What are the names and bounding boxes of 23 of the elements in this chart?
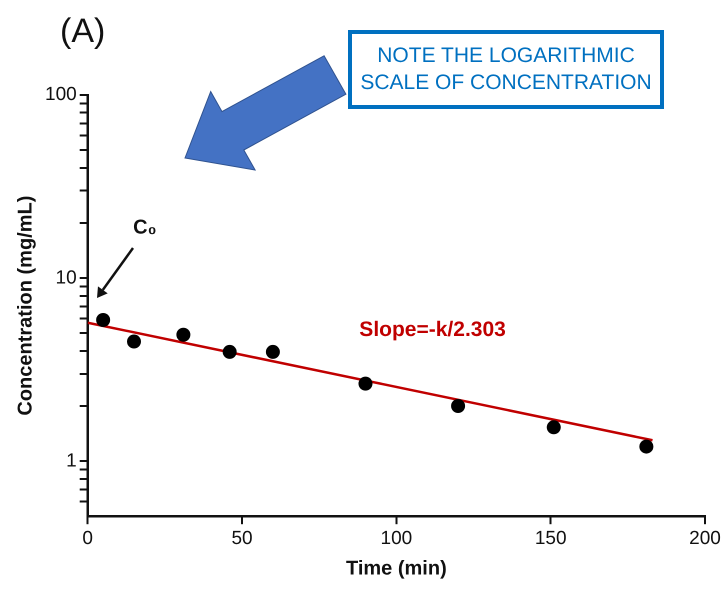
chart-title: (A) [60, 12, 106, 51]
point [222, 344, 237, 359]
point [358, 376, 372, 391]
y-axis-title: Concentration (mg/mL) [14, 196, 37, 416]
x-tick-label: 50 [231, 528, 253, 549]
point [176, 328, 190, 342]
x-tick-label: 150 [534, 528, 567, 549]
point [96, 312, 110, 327]
annotation: Slope=-k/2.303 [359, 318, 506, 341]
y-tick-label: 10 [56, 267, 77, 288]
y-tick-label: 1 [66, 450, 77, 472]
point [451, 398, 466, 413]
point [266, 344, 280, 359]
point [546, 420, 561, 434]
y-tick-label: 100 [45, 84, 77, 106]
x-tick-label: 200 [689, 528, 721, 549]
x-tick-label: 100 [380, 528, 412, 549]
text: NOTE THE LOGARITHMIC SCALE OF CONCENTRATION [348, 30, 664, 109]
point [127, 334, 141, 349]
point [639, 440, 654, 454]
x-tick-label: 0 [82, 528, 93, 549]
x-axis-title: Time (min) [346, 558, 447, 580]
annotation: C₀ [133, 216, 157, 239]
